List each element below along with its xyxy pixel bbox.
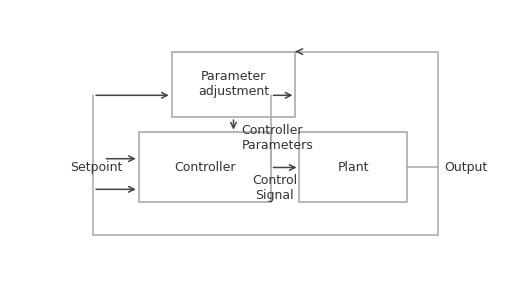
Text: Setpoint: Setpoint	[71, 161, 123, 174]
Text: Plant: Plant	[337, 161, 369, 174]
Bar	[300, 132, 406, 202]
Text: Parameter
adjustment: Parameter adjustment	[198, 70, 269, 98]
Text: Control
Signal: Control Signal	[252, 174, 297, 202]
Text: Output: Output	[444, 161, 487, 174]
Text: Controller
Parameters: Controller Parameters	[242, 124, 313, 152]
Bar	[139, 132, 271, 202]
Bar	[172, 52, 295, 117]
Text: Controller: Controller	[174, 161, 235, 174]
